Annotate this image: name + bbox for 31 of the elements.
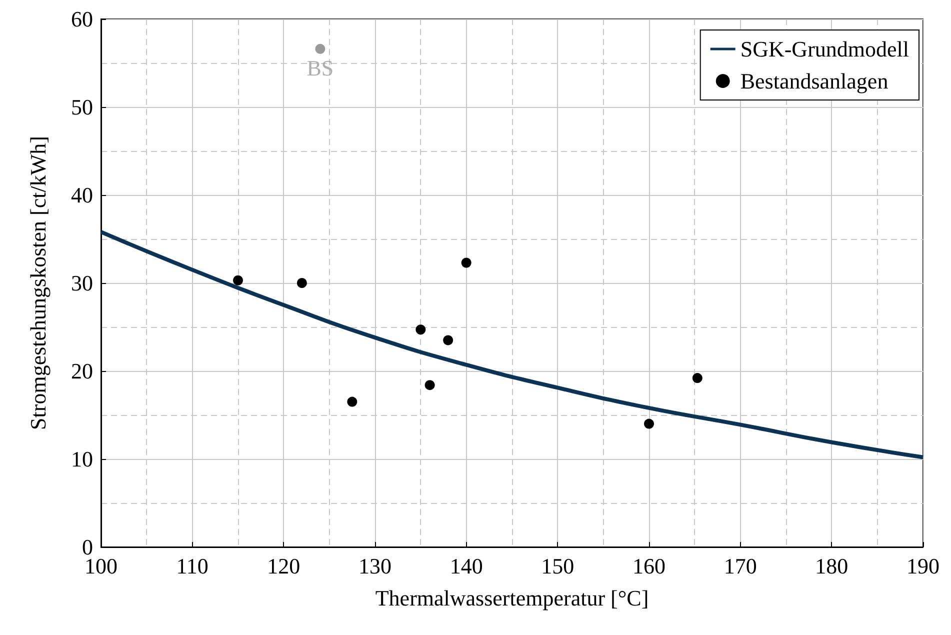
- point: [347, 396, 358, 407]
- line-series: [99, 230, 925, 460]
- point: [296, 278, 307, 288]
- x-tick-label: 150: [541, 554, 574, 578]
- x-tick-label: 170: [724, 554, 757, 578]
- point: [692, 373, 702, 384]
- legend-label: Bestandsanlagen: [740, 68, 888, 94]
- point: [315, 44, 326, 54]
- y-tick-label: 50: [71, 94, 93, 120]
- x-tick-label: 180: [815, 554, 848, 578]
- point: [443, 335, 454, 346]
- y-tick-label: 10: [71, 446, 93, 472]
- y-tick-label: 20: [71, 358, 93, 384]
- point: [644, 418, 654, 429]
- y-tick-label: 40: [71, 182, 93, 208]
- x-tick-label: 120: [267, 554, 300, 578]
- legend-label: SGK-Grundmodell: [740, 36, 910, 62]
- point: [461, 258, 472, 268]
- annotation: BS: [306, 55, 334, 80]
- x-tick-label: 110: [176, 554, 208, 578]
- point: [416, 324, 426, 335]
- point: [424, 380, 435, 390]
- x-axis-title: Thermalwassertemperatur [°C]: [375, 586, 649, 610]
- y-axis-title: Stromgestehungskosten [ct/kWh]: [26, 136, 50, 430]
- point: [233, 275, 243, 286]
- x-tick-label: 140: [450, 554, 483, 578]
- x-tick-label: 190: [906, 554, 940, 578]
- x-tick-label: 160: [632, 554, 666, 578]
- y-tick-label: 30: [71, 270, 93, 296]
- x-tick-label: 130: [358, 554, 392, 578]
- y-tick-label: 60: [71, 6, 93, 32]
